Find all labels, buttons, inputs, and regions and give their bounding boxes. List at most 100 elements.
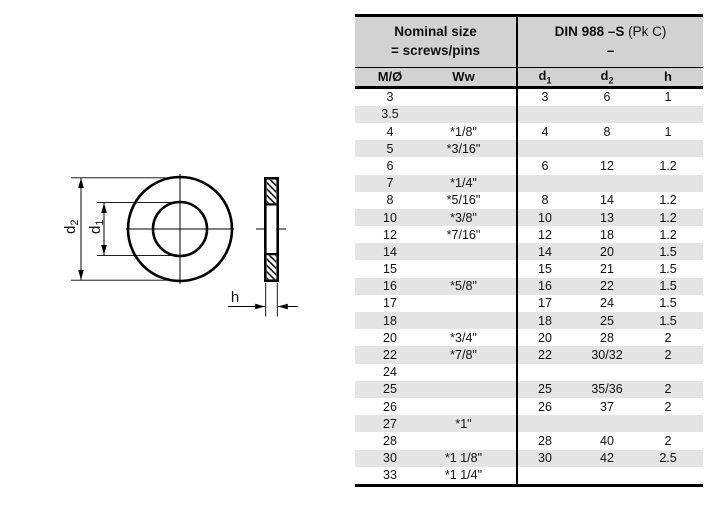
cell-d2: 22 — [572, 277, 642, 295]
cell-d1: 10 — [516, 208, 572, 227]
cell-ww: *7/16" — [446, 227, 481, 242]
cell-m: 14 — [355, 243, 425, 261]
cell-h — [642, 364, 703, 381]
cell-d1: 17 — [516, 294, 572, 313]
washer-side-view — [256, 177, 286, 283]
cell-h — [642, 415, 704, 433]
table-row: 22 *7/8" 22 30/32 2 — [355, 346, 704, 364]
washer-front-view — [126, 174, 234, 284]
cell-d1: 4 — [516, 122, 572, 141]
cell-ww — [425, 87, 517, 106]
cell-d1: 12 — [516, 226, 572, 244]
h-label: h — [231, 289, 239, 306]
col-header-d1: d1 — [516, 67, 572, 89]
cell-h: 1 — [664, 90, 672, 105]
cell-d2: 30/32 — [572, 346, 642, 364]
d1-dimension: d1 — [87, 202, 181, 256]
cell-ww — [425, 260, 517, 277]
din-title-line2: – — [606, 43, 615, 58]
washer-diagram: d2 d1 h — [62, 174, 298, 317]
cell-d2: 14 — [600, 193, 614, 208]
cell-d2: 40 — [600, 433, 614, 448]
table-row: 16 *5/8" 16 22 1.5 — [355, 277, 704, 295]
cell-h: 1.2 — [659, 158, 677, 173]
cell-m: 4 — [386, 124, 394, 139]
cell-m: 17 — [383, 296, 397, 311]
cell-m: 3 — [386, 90, 394, 105]
table-row: 25 25 35/36 2 — [355, 380, 704, 398]
section-hatch-bottom — [266, 255, 277, 280]
cell-ww: *7/8" — [425, 346, 517, 364]
cell-ww: *1/8" — [450, 124, 477, 139]
cell-d2 — [572, 364, 642, 381]
cell-d1 — [516, 466, 572, 486]
cell-d1: 15 — [516, 260, 572, 278]
cell-d2: 24 — [600, 296, 614, 311]
cell-ww: *1 1/4" — [444, 468, 483, 483]
cell-ww — [425, 398, 517, 415]
cell-m: 16 — [355, 277, 425, 295]
cell-ww — [425, 364, 517, 381]
cell-ww: *5/16" — [446, 193, 481, 208]
table-row: 10 *3/8" 10 13 1.2 — [355, 208, 704, 227]
cell-d1 — [516, 363, 572, 381]
cell-m: 26 — [383, 399, 397, 414]
outer-circle — [126, 175, 234, 283]
table-row: 4 *1/8" 4 8 1 — [355, 122, 703, 141]
table-row: 6 6 12 1.2 — [355, 157, 703, 175]
d2-dimension: d2 — [62, 177, 181, 281]
d1-label: d1 — [87, 220, 106, 234]
cell-m: 15 — [383, 262, 397, 277]
h-dimension: h — [228, 283, 298, 317]
cell-ww: *3/8" — [425, 208, 517, 227]
table-row: 8 *5/16" 8 14 1.2 — [355, 191, 703, 209]
cell-h: 1.5 — [659, 262, 677, 277]
cell-d1 — [516, 174, 572, 192]
cell-h: 1 — [664, 124, 672, 139]
table-row: 3 3 6 1 — [355, 87, 703, 106]
table-row: 7 *1/4" — [355, 174, 704, 192]
table-row: 5 *3/16" — [355, 140, 704, 158]
din-pack-code: (Pk C) — [628, 24, 667, 40]
cell-ww — [425, 380, 517, 398]
cell-m: 7 — [355, 174, 425, 192]
cell-d1: 28 — [516, 432, 572, 450]
cell-d2 — [572, 105, 642, 123]
cell-h: 2.5 — [642, 449, 704, 467]
cell-d1 — [516, 105, 572, 123]
cell-d2: 18 — [600, 227, 614, 242]
cell-h: 1.5 — [642, 312, 704, 330]
table-row: 3.5 — [355, 105, 704, 123]
table-title-row: Nominal size = screws/pins DIN 988 –S (P… — [355, 15, 704, 68]
cell-ww: *1/4" — [425, 174, 517, 192]
cell-h: 1.5 — [642, 277, 704, 295]
cell-h: 1.2 — [659, 193, 677, 208]
cell-d2 — [572, 174, 642, 192]
cell-d1: 14 — [516, 243, 572, 261]
cell-ww — [425, 312, 517, 330]
col-header-d2: d2 — [572, 67, 642, 89]
cell-h — [642, 140, 704, 158]
table-row: 18 18 25 1.5 — [355, 312, 704, 330]
cell-h: 1.5 — [642, 243, 704, 261]
cell-ww — [425, 157, 517, 174]
cell-m: 20 — [383, 330, 397, 345]
cell-m: 18 — [355, 312, 425, 330]
table-row: 26 26 37 2 — [355, 397, 703, 416]
table-body: 3 3 6 1 3.5 4 *1/8" 4 8 1 5 *3/16" 6 6 12 1.2 7 *1/4" 8 *5/… — [355, 87, 704, 486]
table-row: 20 *3/4" 20 28 2 — [355, 329, 703, 347]
section-hatch-top — [266, 179, 277, 204]
cell-m: 8 — [386, 193, 394, 208]
cell-d2: 13 — [572, 208, 642, 227]
cell-h: 2 — [642, 380, 704, 398]
cell-d1 — [516, 140, 572, 158]
cell-h: 1.2 — [642, 208, 704, 227]
table-row: 15 15 21 1.5 — [355, 260, 703, 278]
cell-ww: *1" — [425, 415, 517, 433]
cell-d1: 30 — [516, 449, 572, 467]
cell-d1: 26 — [516, 397, 572, 416]
din-number: DIN 988 –S — [554, 24, 625, 40]
cell-m: 3.5 — [355, 105, 425, 123]
cell-m: 27 — [355, 415, 425, 433]
